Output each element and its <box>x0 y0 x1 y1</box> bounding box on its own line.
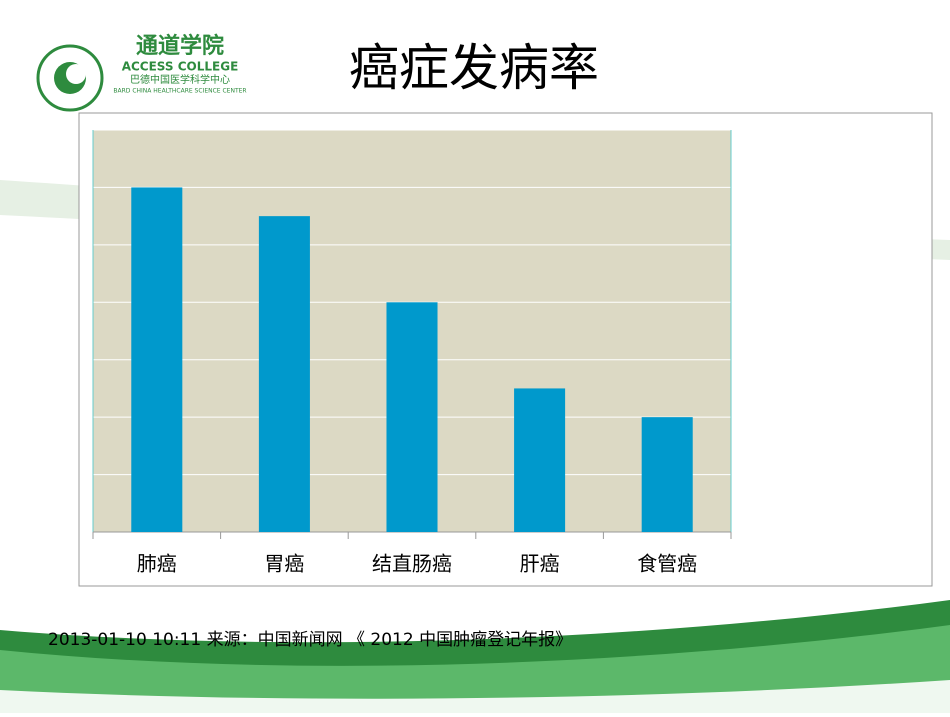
x-tick-label: 肝癌 <box>520 552 560 576</box>
logo-icon <box>36 44 104 112</box>
logo-name: 通道学院 <box>136 33 224 59</box>
x-tick-label: 肺癌 <box>137 552 177 576</box>
x-tick-label: 结直肠癌 <box>372 552 452 576</box>
logo-icon <box>66 64 86 84</box>
bar <box>258 216 310 532</box>
bar <box>641 417 693 532</box>
decor <box>0 680 950 713</box>
logo-org-en: BARD CHINA HEALTHCARE SCIENCE CENTER <box>113 88 246 95</box>
chart: 肺癌 胃癌 结直肠癌 肝癌 食管癌 <box>92 129 732 576</box>
logo-name-en: ACCESS COLLEGE <box>122 60 239 74</box>
decor <box>0 625 950 713</box>
bar <box>386 302 438 532</box>
x-tick-label: 食管癌 <box>637 552 697 576</box>
bar <box>131 187 183 532</box>
x-tick-label: 胃癌 <box>264 552 304 576</box>
slide-title: 癌症发病率 <box>349 39 599 97</box>
bar <box>514 388 566 532</box>
logo-org: 巴德中国医学科学中心 <box>130 73 230 86</box>
footer-source: 2013-01-10 10:11 来源：中国新闻网 《 2012 中国肿瘤登记年… <box>48 630 572 650</box>
